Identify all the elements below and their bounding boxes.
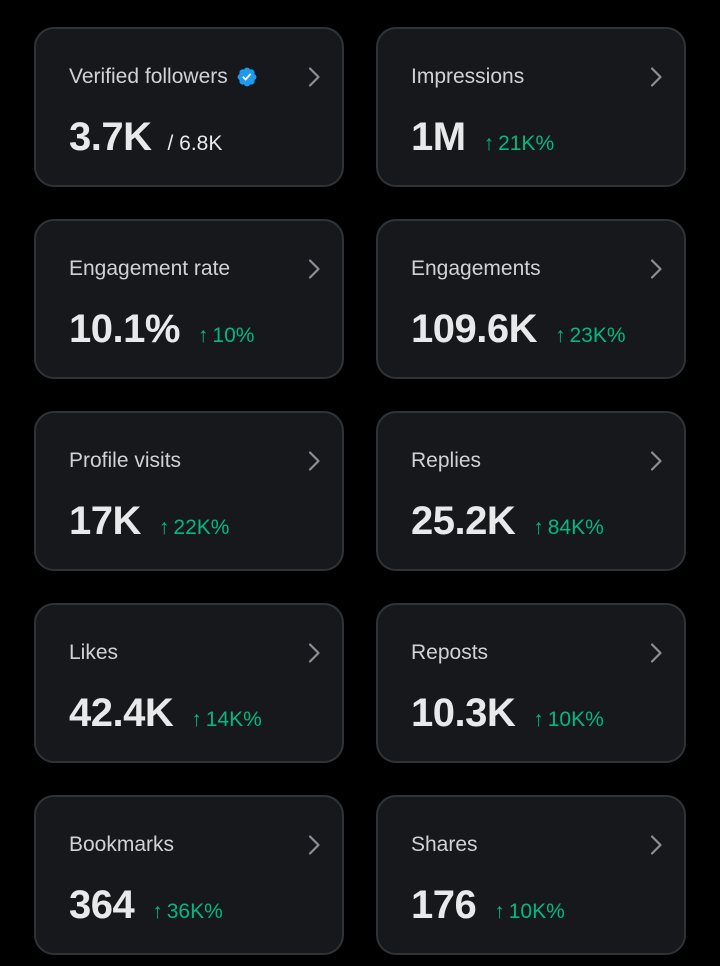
card-title-text: Bookmarks — [69, 833, 175, 856]
arrow-up-icon: ↑ — [533, 516, 544, 539]
metric-row: 364 ↑ 36K% — [69, 883, 223, 928]
metric-value: 3.7K — [69, 115, 152, 159]
arrow-up-icon: ↑ — [494, 900, 505, 923]
chevron-right-icon[interactable] — [302, 833, 326, 857]
card-title-text: Engagement rate — [69, 257, 231, 280]
metric-value: 10.3K — [411, 691, 516, 735]
metric-value: 364 — [69, 883, 135, 927]
card-title-text: Reposts — [411, 641, 489, 664]
card-replies[interactable]: Replies 25.2K ↑ 84K% — [376, 411, 686, 571]
arrow-up-icon: ↑ — [191, 708, 202, 731]
metric-change-value: 10% — [212, 324, 255, 347]
metric-row: 176 ↑ 10K% — [411, 883, 565, 928]
card-title-text: Replies — [411, 449, 482, 472]
chevron-right-icon[interactable] — [302, 65, 326, 89]
metric-value: 42.4K — [69, 691, 174, 735]
metric-value: 176 — [411, 883, 477, 927]
metric-change-value: 22K% — [173, 516, 230, 539]
card-title: Likes — [69, 641, 118, 665]
card-impressions[interactable]: Impressions 1M ↑ 21K% — [376, 27, 686, 187]
card-profile-visits[interactable]: Profile visits 17K ↑ 22K% — [34, 411, 344, 571]
chevron-right-icon[interactable] — [644, 65, 668, 89]
card-title: Replies — [411, 449, 481, 473]
metric-value: 10.1% — [69, 307, 180, 351]
metric-change: ↑ 84K% — [533, 516, 604, 540]
metric-change-value: 10K% — [508, 900, 565, 923]
metric-value: 17K — [69, 499, 141, 543]
card-title: Verified followers — [69, 65, 258, 89]
card-verified-followers[interactable]: Verified followers 3.7K / 6.8K — [34, 27, 344, 187]
metric-change: ↑ 36K% — [152, 900, 223, 924]
metric-row: 3.7K / 6.8K — [69, 115, 222, 160]
verified-badge-icon — [237, 67, 257, 87]
metric-value: 1M — [411, 115, 466, 159]
metric-value: 109.6K — [411, 307, 537, 351]
chevron-right-icon[interactable] — [644, 833, 668, 857]
analytics-grid: Verified followers 3.7K / 6.8K Impressio… — [34, 27, 686, 955]
chevron-right-icon[interactable] — [302, 257, 326, 281]
chevron-right-icon[interactable] — [302, 641, 326, 665]
chevron-right-icon[interactable] — [644, 641, 668, 665]
card-title-text: Profile visits — [69, 449, 182, 472]
metric-row: 25.2K ↑ 84K% — [411, 499, 604, 544]
metric-change-value: 23K% — [569, 324, 626, 347]
metric-change-value: 21K% — [498, 132, 555, 155]
card-engagement-rate[interactable]: Engagement rate 10.1% ↑ 10% — [34, 219, 344, 379]
card-title: Shares — [411, 833, 478, 857]
metric-row: 10.3K ↑ 10K% — [411, 691, 604, 736]
card-title: Profile visits — [69, 449, 181, 473]
arrow-up-icon: ↑ — [483, 132, 495, 155]
card-title: Reposts — [411, 641, 488, 665]
card-engagements[interactable]: Engagements 109.6K ↑ 23K% — [376, 219, 686, 379]
metric-change: ↑ 14K% — [191, 708, 262, 732]
card-title-text: Shares — [411, 833, 478, 856]
card-reposts[interactable]: Reposts 10.3K ↑ 10K% — [376, 603, 686, 763]
card-title-text: Engagements — [411, 257, 541, 280]
metric-row: 10.1% ↑ 10% — [69, 307, 254, 352]
metric-change: ↑ 22K% — [159, 516, 230, 540]
metric-change: ↑ 10% — [198, 324, 255, 348]
metric-row: 1M ↑ 21K% — [411, 115, 554, 160]
chevron-right-icon[interactable] — [302, 449, 326, 473]
chevron-right-icon[interactable] — [644, 257, 668, 281]
card-shares[interactable]: Shares 176 ↑ 10K% — [376, 795, 686, 955]
arrow-up-icon: ↑ — [533, 708, 544, 731]
metric-row: 109.6K ↑ 23K% — [411, 307, 626, 352]
metric-change-value: 10K% — [547, 708, 604, 731]
card-title: Engagement rate — [69, 257, 230, 281]
metric-change: ↑ 21K% — [484, 132, 555, 156]
arrow-up-icon: ↑ — [554, 324, 566, 347]
metric-change-value: 84K% — [547, 516, 604, 539]
metric-change-value: 36K% — [166, 900, 223, 923]
metric-value: 25.2K — [411, 499, 516, 543]
chevron-right-icon[interactable] — [644, 449, 668, 473]
card-title-text: Verified followers — [69, 65, 228, 88]
metric-row: 17K ↑ 22K% — [69, 499, 229, 544]
metric-change: ↑ 10K% — [494, 900, 565, 924]
metric-change: ↑ 23K% — [555, 324, 626, 348]
card-title-text: Impressions — [411, 65, 525, 88]
card-likes[interactable]: Likes 42.4K ↑ 14K% — [34, 603, 344, 763]
arrow-up-icon: ↑ — [158, 516, 170, 539]
metric-change-value: 14K% — [205, 708, 262, 731]
metric-change: ↑ 10K% — [533, 708, 604, 732]
card-title: Impressions — [411, 65, 524, 89]
metric-total: / 6.8K — [167, 132, 223, 155]
card-bookmarks[interactable]: Bookmarks 364 ↑ 36K% — [34, 795, 344, 955]
card-title: Engagements — [411, 257, 541, 281]
metric-row: 42.4K ↑ 14K% — [69, 691, 262, 736]
arrow-up-icon: ↑ — [152, 900, 163, 923]
card-title-text: Likes — [69, 641, 119, 664]
arrow-up-icon: ↑ — [197, 324, 209, 347]
card-title: Bookmarks — [69, 833, 174, 857]
